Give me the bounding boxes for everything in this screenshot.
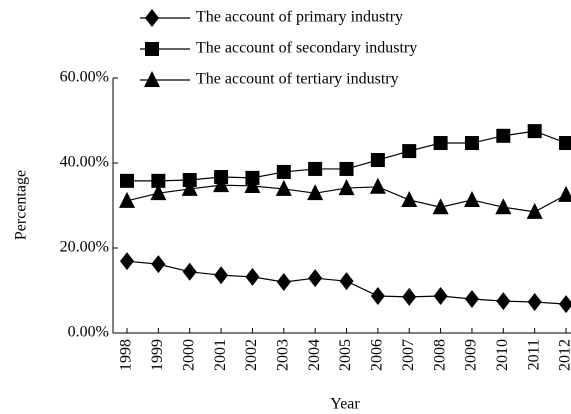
marker bbox=[144, 71, 160, 87]
marker bbox=[558, 185, 571, 202]
marker bbox=[464, 136, 479, 151]
legend-label: The account of tertiary industry bbox=[196, 71, 399, 88]
marker bbox=[120, 173, 134, 188]
marker bbox=[181, 179, 198, 196]
y-tick-label: 60.00% bbox=[60, 69, 109, 86]
legend-label: The account of primary industry bbox=[196, 9, 403, 26]
marker bbox=[245, 267, 260, 286]
x-tick-label: 2002 bbox=[243, 339, 260, 371]
marker bbox=[559, 295, 571, 314]
x-tick-label: 2010 bbox=[494, 339, 511, 371]
y-axis-label: Percentage bbox=[13, 170, 30, 240]
x-tick-label: 2001 bbox=[212, 339, 229, 371]
x-tick-label: 2003 bbox=[274, 339, 291, 371]
marker bbox=[339, 161, 354, 176]
x-tick-label: 2000 bbox=[180, 339, 197, 371]
legend-label: The account of secondary industry bbox=[196, 40, 417, 57]
x-tick-label: 2008 bbox=[431, 339, 448, 371]
marker bbox=[464, 290, 479, 308]
x-tick-label: 2006 bbox=[369, 339, 386, 371]
marker bbox=[308, 269, 323, 288]
marker bbox=[527, 124, 542, 139]
marker bbox=[495, 198, 512, 215]
x-tick-label: 2009 bbox=[463, 339, 480, 371]
marker bbox=[369, 177, 386, 194]
marker bbox=[559, 136, 571, 151]
marker bbox=[150, 184, 167, 201]
x-tick-label: 2004 bbox=[306, 339, 323, 371]
marker bbox=[182, 262, 197, 281]
x-tick-label: 2012 bbox=[557, 339, 571, 371]
x-tick-label: 2007 bbox=[400, 339, 417, 371]
marker bbox=[463, 190, 480, 207]
x-axis-label: Year bbox=[330, 396, 360, 413]
marker bbox=[151, 173, 166, 188]
marker bbox=[433, 287, 448, 306]
marker bbox=[151, 255, 166, 274]
marker bbox=[432, 198, 449, 215]
marker bbox=[402, 287, 417, 306]
marker bbox=[145, 9, 159, 27]
marker bbox=[213, 176, 230, 193]
marker bbox=[120, 252, 134, 271]
marker bbox=[370, 153, 385, 168]
marker bbox=[119, 191, 135, 208]
y-tick-label: 20.00% bbox=[60, 239, 109, 256]
x-tick-label: 2005 bbox=[337, 339, 354, 371]
marker bbox=[339, 272, 354, 291]
x-tick-label: 1998 bbox=[118, 339, 135, 371]
marker bbox=[401, 190, 418, 207]
marker bbox=[496, 292, 511, 311]
marker bbox=[338, 179, 355, 196]
y-tick-label: 40.00% bbox=[60, 154, 109, 171]
marker bbox=[307, 184, 324, 201]
marker bbox=[402, 144, 417, 159]
marker bbox=[526, 202, 543, 219]
marker bbox=[276, 273, 291, 291]
marker bbox=[276, 164, 291, 179]
y-tick-label: 0.00% bbox=[68, 324, 109, 341]
marker bbox=[527, 292, 542, 311]
marker bbox=[370, 287, 385, 306]
marker bbox=[496, 128, 511, 143]
marker bbox=[275, 179, 292, 196]
marker bbox=[145, 42, 159, 56]
x-tick-label: 2011 bbox=[525, 339, 542, 370]
x-tick-label: 1999 bbox=[149, 339, 166, 371]
marker bbox=[214, 266, 229, 285]
marker bbox=[308, 161, 323, 176]
marker bbox=[433, 136, 448, 151]
marker bbox=[244, 176, 261, 193]
